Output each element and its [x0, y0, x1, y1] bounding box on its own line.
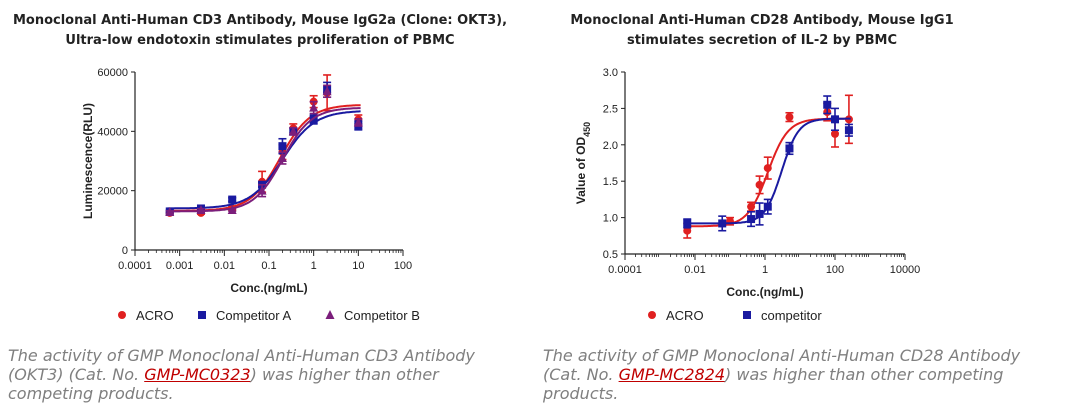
legend-label: ACRO	[136, 308, 174, 323]
caption-text: ) was higher than other competing produc…	[8, 365, 439, 403]
data-point	[227, 204, 237, 214]
legend-item: competitor	[743, 308, 822, 323]
x-tick-label: 1	[762, 264, 768, 276]
data-point	[322, 86, 332, 96]
x-axis-label: Conc.(ng/mL)	[726, 285, 803, 299]
data-point	[755, 180, 764, 189]
chart-panel-cd3: Monoclonal Anti-Human CD3 Antibody, Mous…	[8, 13, 507, 403]
y-tick-label: 0	[122, 245, 128, 257]
legend-marker	[743, 311, 751, 319]
chart-cd28: Monoclonal Anti-Human CD28 Antibody, Mou…	[570, 13, 953, 323]
chart-panel-cd28: Monoclonal Anti-Human CD28 Antibody, Mou…	[540, 0, 1080, 417]
legend-label: Competitor B	[344, 308, 420, 323]
caption-cd28: The activity of GMP Monoclonal Anti-Huma…	[543, 346, 1033, 403]
data-point	[844, 126, 853, 135]
data-point	[278, 142, 287, 151]
catalog-link-cd3[interactable]: GMP-MC0323	[144, 365, 251, 384]
data-point	[747, 202, 756, 211]
x-tick-label: 100	[394, 260, 412, 272]
series-competitor	[683, 95, 853, 232]
fit-curve	[167, 104, 361, 212]
legend-label: ACRO	[666, 308, 704, 323]
y-tick-label: 40000	[97, 126, 128, 138]
data-point	[277, 153, 287, 163]
x-tick-label: 0.0001	[608, 264, 642, 276]
data-point	[718, 219, 727, 228]
y-tick-label: 60000	[97, 67, 128, 79]
data-point	[288, 126, 298, 136]
y-tick-label: 3.0	[603, 67, 618, 79]
caption-text: ) was higher than other competing produc…	[543, 365, 1004, 403]
legend-marker	[198, 311, 206, 319]
data-point	[353, 117, 363, 127]
caption-text: The activity of GMP Monoclonal Anti-Huma…	[8, 346, 475, 384]
x-tick-label: 10	[352, 260, 364, 272]
data-point	[257, 185, 267, 195]
y-tick-label: 1.5	[603, 176, 618, 188]
x-tick-label: 0.01	[684, 264, 705, 276]
x-tick-label: 0.01	[214, 260, 235, 272]
legend-marker	[325, 310, 335, 319]
x-tick-label: 1	[311, 260, 317, 272]
data-point	[763, 164, 772, 173]
data-point	[785, 144, 794, 153]
legend-item: Competitor B	[325, 308, 420, 323]
y-tick-label: 1.0	[603, 213, 618, 225]
data-point	[823, 100, 832, 109]
legend-marker	[648, 311, 656, 319]
y-tick-label: 0.5	[603, 249, 618, 261]
chart-title-line: Ultra-low endotoxin stimulates prolifera…	[65, 33, 454, 48]
chart-cd3: Monoclonal Anti-Human CD3 Antibody, Mous…	[13, 13, 507, 323]
legend-item: ACRO	[118, 308, 174, 323]
legend-label: Competitor A	[216, 308, 291, 323]
x-tick-label: 0.1	[261, 260, 276, 272]
x-tick-label: 100	[826, 264, 844, 276]
data-point	[755, 209, 764, 218]
catalog-link-cd28[interactable]: GMP-MC2824	[618, 365, 726, 384]
y-tick-label: 2.5	[603, 103, 618, 115]
data-point	[309, 115, 318, 124]
data-point	[785, 113, 794, 122]
x-axis-label: Conc.(ng/mL)	[230, 281, 307, 295]
data-point	[747, 215, 756, 224]
series-acro	[683, 94, 853, 239]
x-tick-label: 0.0001	[118, 260, 152, 272]
data-point	[831, 115, 839, 124]
series-competitor-b	[165, 84, 363, 217]
data-point	[165, 207, 175, 217]
legend-item: ACRO	[648, 308, 704, 323]
chart-title-line: Monoclonal Anti-Human CD28 Antibody, Mou…	[570, 13, 953, 28]
y-tick-label: 2.0	[603, 140, 618, 152]
data-point	[683, 219, 692, 228]
data-point	[831, 129, 839, 138]
x-tick-label: 10000	[890, 264, 921, 276]
x-tick-label: 0.001	[166, 260, 194, 272]
chart-title-line: stimulates secretion of IL-2 by PBMC	[627, 33, 897, 48]
data-point	[196, 204, 206, 214]
data-point	[309, 102, 319, 112]
caption-cd3: The activity of GMP Monoclonal Anti-Huma…	[8, 346, 498, 403]
chart-title-line: Monoclonal Anti-Human CD3 Antibody, Mous…	[13, 13, 507, 28]
y-tick-label: 20000	[97, 186, 128, 198]
data-point	[228, 195, 237, 204]
caption-text: The activity of GMP Monoclonal Anti-Huma…	[543, 346, 1021, 384]
legend-item: Competitor A	[198, 308, 291, 323]
legend-marker	[118, 311, 126, 319]
data-point	[683, 226, 692, 235]
data-point	[763, 202, 772, 211]
series-competitor-a	[165, 81, 363, 216]
y-axis-label: Value of OD450	[574, 122, 592, 204]
y-axis-label: Luminescence(RLU)	[81, 103, 95, 219]
legend-label: competitor	[761, 308, 822, 323]
series-acro	[165, 74, 363, 217]
